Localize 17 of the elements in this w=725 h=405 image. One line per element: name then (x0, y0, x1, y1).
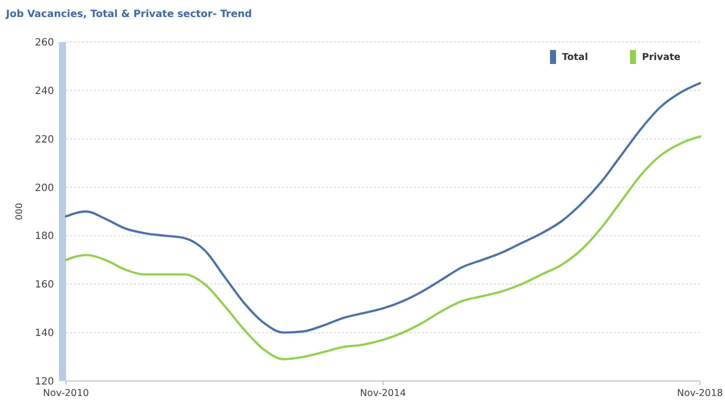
y-axis-title: 000 (15, 202, 25, 220)
y-tick-label: 220 (34, 134, 54, 146)
legend-label: Total (562, 52, 588, 63)
line-series (64, 82, 702, 334)
chart-title: Job Vacancies, Total & Private sector- Trend (5, 9, 252, 20)
y-tick-label: 120 (34, 376, 54, 388)
y-tick-label: 200 (34, 182, 54, 194)
y-tick-label: 260 (34, 38, 54, 48)
x-tick-label: Nov-2010 (43, 388, 89, 399)
legend-label: Private (642, 52, 680, 63)
y-tick-label: 240 (34, 86, 54, 97)
y-tick-label: 140 (34, 328, 54, 340)
x-tick-label: Nov-2018 (677, 388, 723, 399)
y-tick-label: 160 (34, 280, 54, 291)
line-series (64, 135, 702, 360)
y-tick-label: 180 (34, 231, 54, 242)
x-tick-label: Nov-2014 (360, 388, 406, 399)
